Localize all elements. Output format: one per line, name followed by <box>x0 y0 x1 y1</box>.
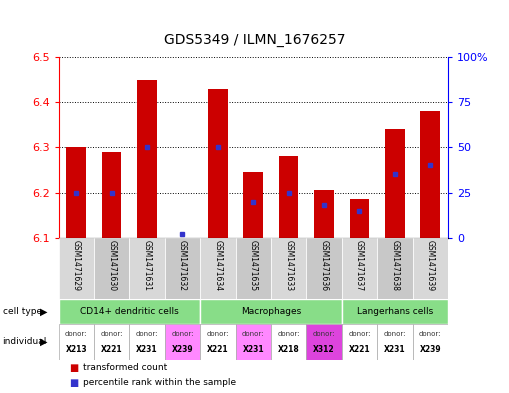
Bar <box>306 238 342 299</box>
Text: X213: X213 <box>66 345 87 354</box>
Text: ▶: ▶ <box>40 307 47 316</box>
Text: GSM1471638: GSM1471638 <box>390 240 400 290</box>
Bar <box>314 190 334 238</box>
Bar <box>342 324 377 360</box>
Bar <box>129 324 165 360</box>
Bar <box>67 147 86 238</box>
Text: donor:: donor: <box>313 331 335 337</box>
Text: X221: X221 <box>349 345 370 354</box>
Text: percentile rank within the sample: percentile rank within the sample <box>83 378 236 387</box>
Text: GSM1471636: GSM1471636 <box>320 240 328 291</box>
Text: X231: X231 <box>242 345 264 354</box>
Text: donor:: donor: <box>65 331 88 337</box>
Bar <box>350 199 369 238</box>
Text: donor:: donor: <box>348 331 371 337</box>
Text: GSM1471639: GSM1471639 <box>426 240 435 291</box>
Text: donor:: donor: <box>384 331 406 337</box>
Bar <box>94 238 129 299</box>
Text: donor:: donor: <box>277 331 300 337</box>
Text: donor:: donor: <box>207 331 229 337</box>
Bar <box>342 299 448 324</box>
Bar <box>412 324 448 360</box>
Bar <box>59 238 94 299</box>
Bar <box>59 299 200 324</box>
Text: donor:: donor: <box>419 331 441 337</box>
Bar <box>137 79 157 238</box>
Bar <box>377 324 412 360</box>
Text: donor:: donor: <box>100 331 123 337</box>
Bar <box>59 324 94 360</box>
Text: GSM1471630: GSM1471630 <box>107 240 116 291</box>
Text: X239: X239 <box>172 345 193 354</box>
Text: GSM1471633: GSM1471633 <box>284 240 293 291</box>
Bar <box>377 238 412 299</box>
Bar <box>412 238 448 299</box>
Text: X231: X231 <box>136 345 158 354</box>
Bar <box>94 324 129 360</box>
Text: GSM1471635: GSM1471635 <box>249 240 258 291</box>
Text: GSM1471629: GSM1471629 <box>72 240 81 290</box>
Text: donor:: donor: <box>242 331 265 337</box>
Text: X218: X218 <box>278 345 299 354</box>
Bar <box>420 111 440 238</box>
Bar <box>165 238 200 299</box>
Bar <box>200 299 342 324</box>
Bar <box>385 129 405 238</box>
Text: donor:: donor: <box>136 331 158 337</box>
Bar <box>306 324 342 360</box>
Text: X312: X312 <box>313 345 335 354</box>
Bar <box>200 324 236 360</box>
Text: CD14+ dendritic cells: CD14+ dendritic cells <box>80 307 179 316</box>
Bar <box>102 152 121 238</box>
Text: cell type: cell type <box>3 307 42 316</box>
Text: ▶: ▶ <box>40 337 47 347</box>
Text: GSM1471637: GSM1471637 <box>355 240 364 291</box>
Text: GSM1471634: GSM1471634 <box>213 240 222 291</box>
Bar <box>165 324 200 360</box>
Text: X221: X221 <box>101 345 123 354</box>
Bar <box>129 238 165 299</box>
Text: GSM1471632: GSM1471632 <box>178 240 187 290</box>
Text: X231: X231 <box>384 345 406 354</box>
Bar <box>279 156 298 238</box>
Bar <box>200 238 236 299</box>
Text: transformed count: transformed count <box>83 364 167 372</box>
Bar <box>243 172 263 238</box>
Bar <box>208 89 228 238</box>
Text: individual: individual <box>3 338 47 346</box>
Bar <box>236 238 271 299</box>
Text: GDS5349 / ILMN_1676257: GDS5349 / ILMN_1676257 <box>164 33 345 47</box>
Bar <box>271 238 306 299</box>
Text: donor:: donor: <box>171 331 194 337</box>
Text: ■: ■ <box>69 363 78 373</box>
Bar <box>236 324 271 360</box>
Text: Langerhans cells: Langerhans cells <box>357 307 433 316</box>
Text: X221: X221 <box>207 345 229 354</box>
Bar <box>271 324 306 360</box>
Text: ■: ■ <box>69 378 78 387</box>
Text: X239: X239 <box>419 345 441 354</box>
Text: Macrophages: Macrophages <box>241 307 301 316</box>
Text: GSM1471631: GSM1471631 <box>143 240 152 290</box>
Bar <box>342 238 377 299</box>
